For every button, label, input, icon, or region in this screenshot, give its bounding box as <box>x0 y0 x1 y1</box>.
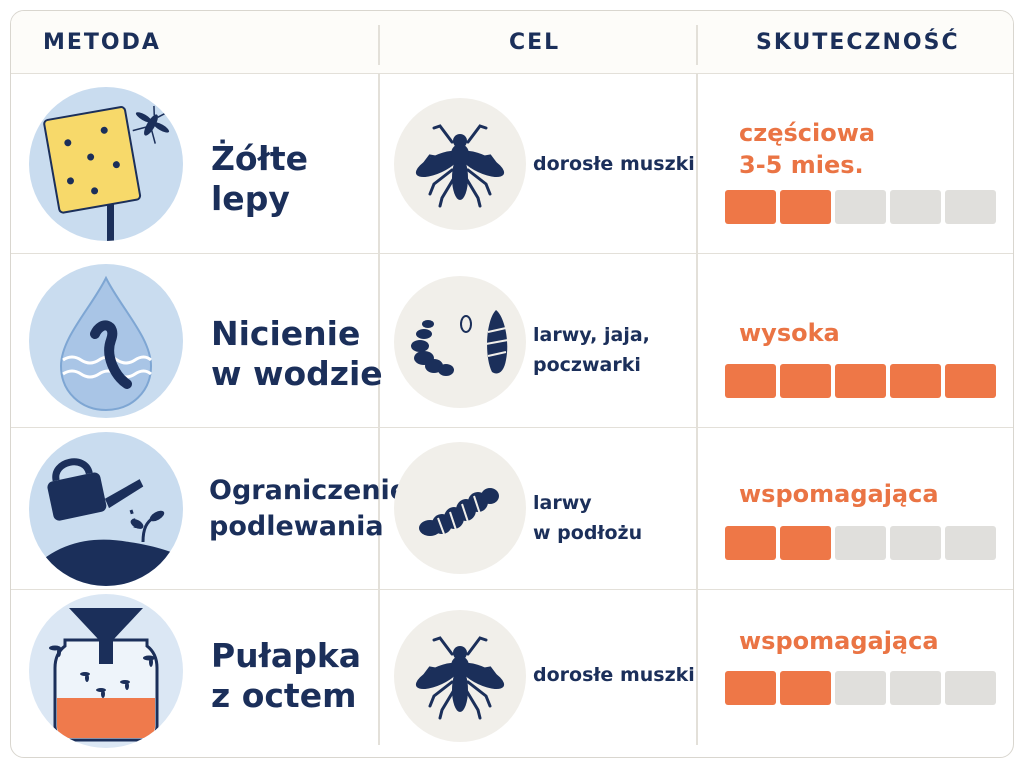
vinegar-jar-trap-icon <box>29 594 183 748</box>
meter-segment-filled <box>835 364 886 398</box>
meter-segment-empty <box>890 671 941 705</box>
table-row: Ograniczenie podlewania larwy w podłożu <box>11 428 1013 590</box>
meter-segment-filled <box>725 190 776 224</box>
adult-fly-icon <box>394 98 526 230</box>
header-divider <box>378 25 380 65</box>
watering-can-icon <box>29 432 183 586</box>
header-effectiveness: SKUTECZNOŚĆ <box>756 30 960 55</box>
larvae-eggs-pupae-icon <box>394 276 526 408</box>
effectiveness-text: częściowa 3-5 mies. <box>739 119 876 179</box>
meter-segment-filled <box>725 364 776 398</box>
table-row: Nicienie w wodzie larwy, jaja, poczwa <box>11 254 1013 428</box>
target-text: dorosłe muszki <box>533 664 695 686</box>
meter-segment-empty <box>945 526 996 560</box>
target-text: dorosłe muszki <box>533 153 695 175</box>
table-row: Pułapka z octem dorosłe muszki <box>11 590 1013 757</box>
effectiveness-meter <box>725 526 996 560</box>
header-divider <box>696 25 698 65</box>
yellow-sticky-trap-icon <box>29 87 183 241</box>
method-name: Żółte lepy <box>211 139 309 218</box>
meter-segment-empty <box>945 671 996 705</box>
meter-segment-filled <box>945 364 996 398</box>
meter-segment-filled <box>780 364 831 398</box>
method-name: Ograniczenie podlewania <box>209 475 409 542</box>
method-name: Nicienie w wodzie <box>211 314 383 393</box>
meter-segment-empty <box>890 190 941 224</box>
header-target: CEL <box>509 30 561 55</box>
meter-segment-empty <box>835 526 886 560</box>
meter-segment-empty <box>835 671 886 705</box>
target-text: larwy, jaja, poczwarki <box>533 324 650 376</box>
effectiveness-text: wspomagająca <box>739 480 939 508</box>
meter-segment-filled <box>780 671 831 705</box>
table-row: Żółte lepy dorosłe muszki częśc <box>11 74 1013 254</box>
effectiveness-meter <box>725 671 996 705</box>
meter-segment-filled <box>890 364 941 398</box>
effectiveness-text: wysoka <box>739 319 840 347</box>
column-divider <box>696 73 698 745</box>
column-divider <box>378 73 380 745</box>
effectiveness-meter <box>725 190 996 224</box>
meter-segment-filled <box>780 190 831 224</box>
meter-segment-empty <box>835 190 886 224</box>
nematode-water-drop-icon <box>29 264 183 418</box>
method-name: Pułapka z octem <box>211 636 362 715</box>
header-method: METODA <box>43 30 161 55</box>
effectiveness-text: wspomagająca <box>739 627 939 655</box>
meter-segment-filled <box>725 526 776 560</box>
target-text: larwy w podłożu <box>533 492 643 544</box>
adult-fly-icon <box>394 610 526 742</box>
comparison-table: METODA CEL SKUTECZNOŚĆ <box>10 10 1014 758</box>
meter-segment-filled <box>780 526 831 560</box>
table-header: METODA CEL SKUTECZNOŚĆ <box>11 11 1013 74</box>
meter-segment-empty <box>890 526 941 560</box>
meter-segment-filled <box>725 671 776 705</box>
effectiveness-meter <box>725 364 996 398</box>
meter-segment-empty <box>945 190 996 224</box>
larva-icon <box>394 442 526 574</box>
